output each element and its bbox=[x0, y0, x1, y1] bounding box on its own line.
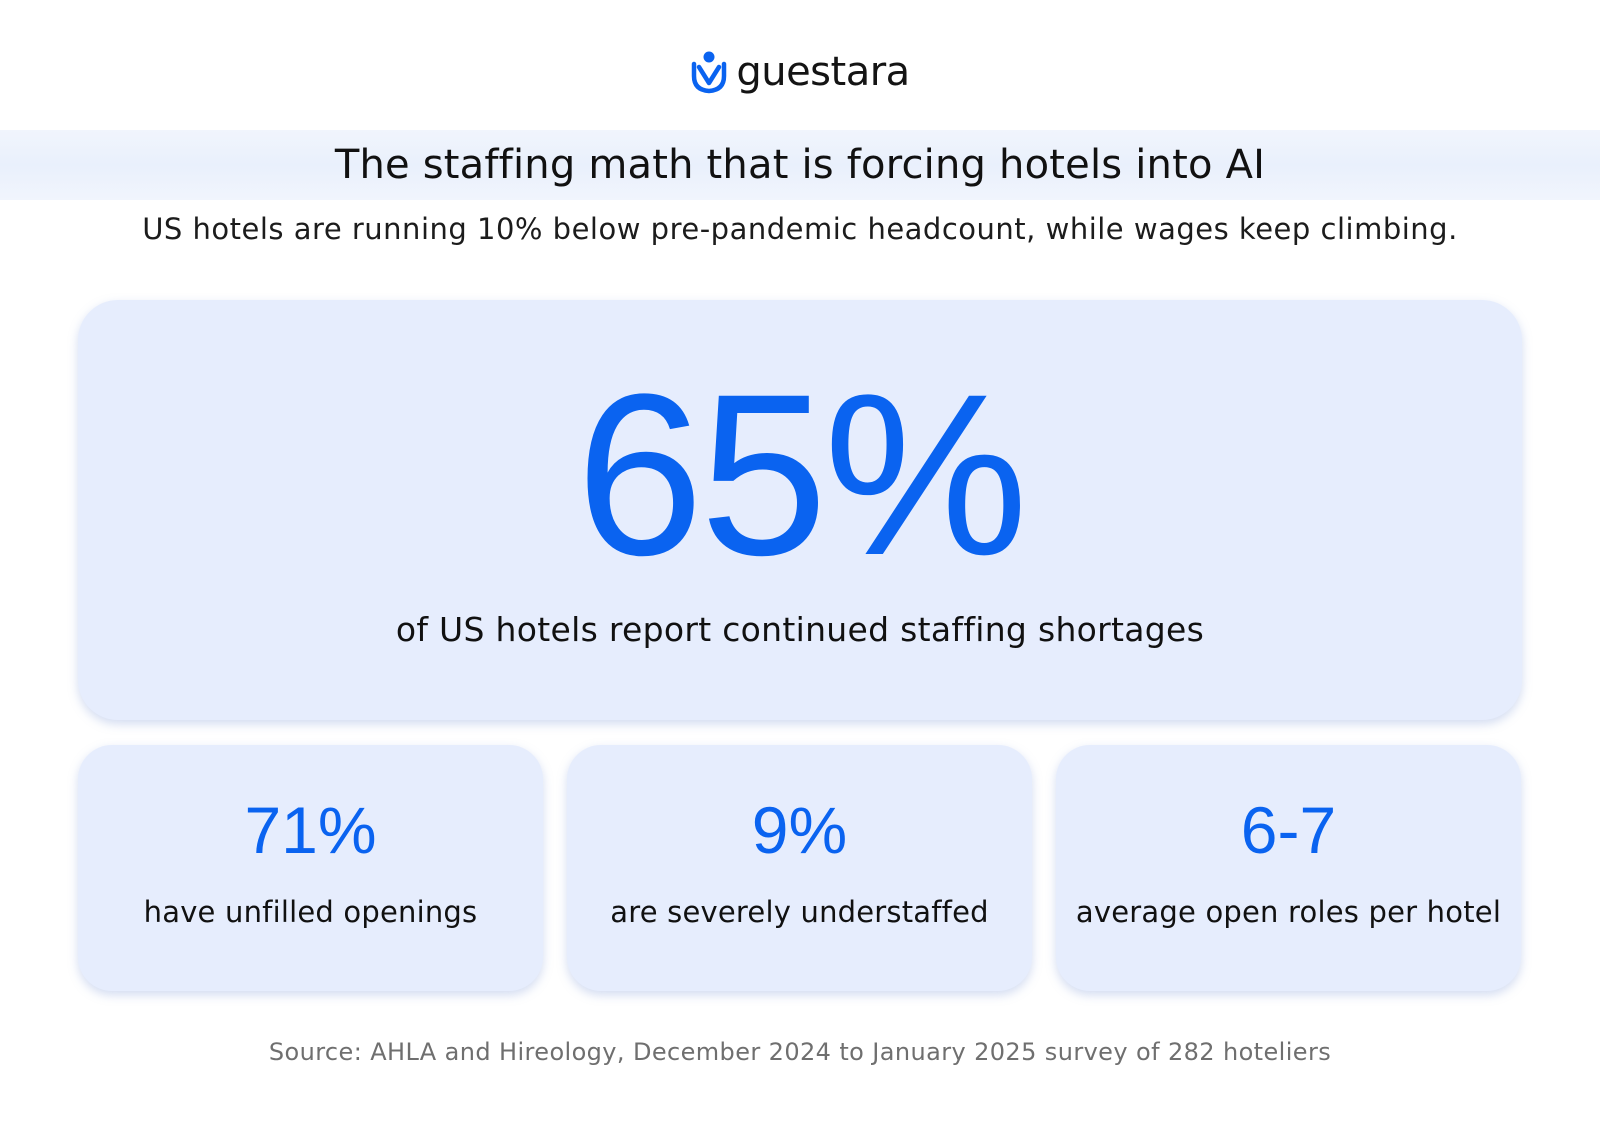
brand-logo: guestara bbox=[0, 50, 1600, 94]
stat-card-severely-understaffed: 9% are severely understaffed bbox=[567, 745, 1032, 991]
hero-stat-value: 65% bbox=[575, 346, 1028, 603]
stat-card-open-roles: 6-7 average open roles per hotel bbox=[1056, 745, 1521, 991]
stat-label: average open roles per hotel bbox=[1075, 895, 1502, 929]
stat-value: 6-7 bbox=[1240, 793, 1337, 867]
hero-stat-label: of US hotels report continued staffing s… bbox=[395, 610, 1205, 649]
stat-value: 9% bbox=[751, 793, 848, 867]
stat-value: 71% bbox=[244, 793, 377, 867]
page-subtitle: US hotels are running 10% below pre-pand… bbox=[142, 212, 1458, 246]
stat-card-unfilled-openings: 71% have unfilled openings bbox=[78, 745, 543, 991]
title-band: The staffing math that is forcing hotels… bbox=[0, 130, 1600, 200]
brand-name: guestara bbox=[736, 49, 910, 95]
stat-label: are severely understaffed bbox=[610, 895, 989, 929]
stat-label: have unfilled openings bbox=[143, 895, 478, 929]
page-title: The staffing math that is forcing hotels… bbox=[334, 142, 1266, 188]
source-note: Source: AHLA and Hireology, December 202… bbox=[268, 1038, 1332, 1066]
guestara-logo-icon bbox=[690, 50, 728, 94]
hero-stat-card: 65% of US hotels report continued staffi… bbox=[78, 300, 1522, 720]
